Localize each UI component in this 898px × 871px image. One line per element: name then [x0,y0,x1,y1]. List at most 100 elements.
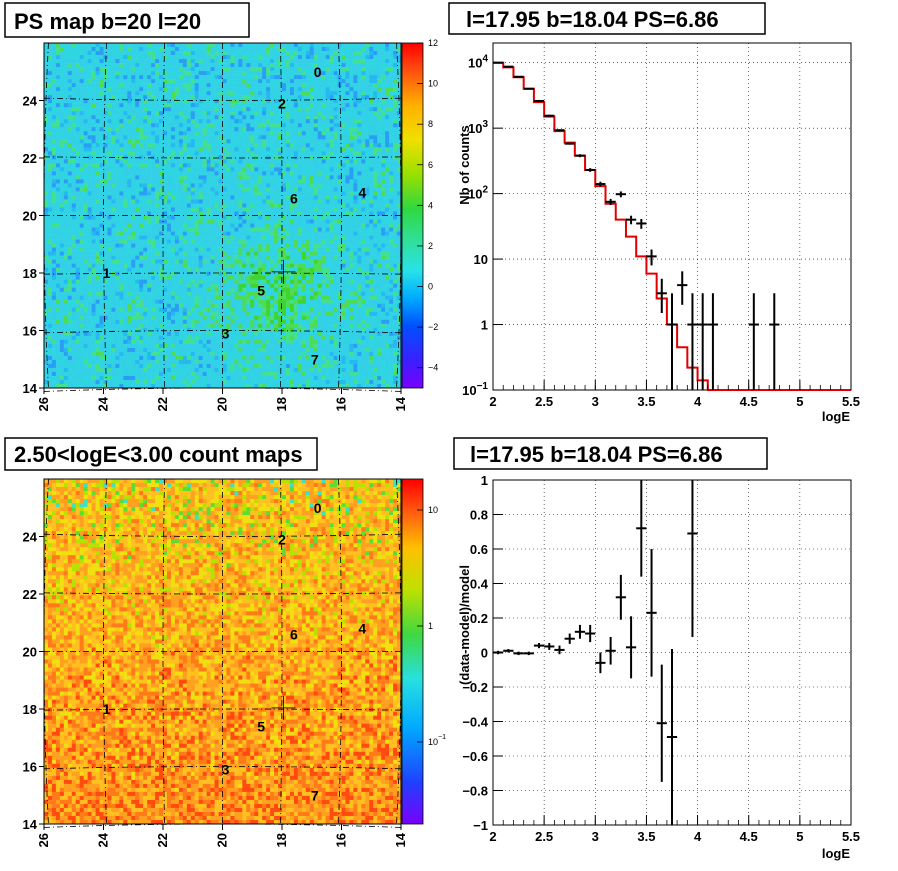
y-tick-label: 20 [23,209,37,224]
data-point [595,181,606,187]
x-tick-label: 20 [215,833,230,847]
source-label-5: 5 [257,282,265,298]
residual-point [687,480,698,637]
x-tick-label: 5 [796,394,803,409]
residual-point [544,643,555,650]
y-tick-label: 18 [23,702,37,717]
y-tick-label: −0.4 [462,715,488,730]
x-tick-label: 18 [274,397,289,411]
source-label-5: 5 [257,718,265,734]
source-label-6: 6 [290,190,298,206]
y-tick-label: 14 [23,381,38,396]
grid-parallel [43,592,402,595]
y-tick-label: 1 [481,318,488,333]
residual-point [503,649,514,653]
x-tick-label: 4.5 [740,829,758,844]
colorbar-tick-label: 10 [428,505,438,515]
y-tick-label: 16 [23,760,37,775]
count-map-title: 2.50<logE<3.00 count maps [14,442,303,467]
x-tick-label: 22 [155,397,170,411]
data-point [769,293,780,390]
spectrum-model-line [493,61,851,391]
x-tick-label: 4 [694,829,702,844]
source-label-0: 0 [314,500,322,516]
source-label-7: 7 [311,351,319,367]
spectrum-data-points [493,61,780,390]
colorbar-tick-label: 8 [428,119,433,129]
residual-point [595,652,606,674]
x-tick-label: 5.5 [842,829,860,844]
source-label-7: 7 [311,787,319,803]
y-tick-label: 20 [23,645,37,660]
data-point [605,198,616,206]
grid-parallel [43,97,402,101]
residual-point [615,574,626,620]
x-tick-label: 16 [334,833,349,847]
ps-map-y-ticks: 14 16 18 20 22 24 [23,94,44,396]
data-point [707,293,719,390]
x-tick-label: 24 [96,832,111,847]
colorbar-tick-label: 0 [428,282,433,292]
y-tick-label: 0.8 [470,508,488,523]
y-tick-label: 10−1 [462,381,488,398]
data-point [677,271,688,305]
grid-parallel [43,533,402,537]
y-tick-label: −0.8 [462,784,488,799]
ps-map-colorbar-ticks: 12 10 8 6 4 2 0 −2 −4 [417,38,438,373]
y-tick-label: 10 [474,252,488,267]
residual-title-box [453,437,768,470]
x-tick-label: 3 [592,394,599,409]
residual-point [533,643,545,649]
spectrum-x-axis-label: logE [822,409,850,424]
y-tick-label: 16 [23,324,37,339]
data-point [697,293,708,390]
source-label-3: 3 [222,761,230,777]
count-map-x-ticks: 26 24 22 20 18 16 14 [36,824,408,847]
x-tick-label: 14 [393,832,408,847]
grid-parallel [43,708,402,711]
source-label-3: 3 [222,325,230,341]
colorbar-tick-label: 10−1 [428,734,446,747]
x-tick-label: 2 [489,829,496,844]
source-label-4: 4 [358,621,366,637]
y-tick-label: 0.6 [470,542,488,557]
residual-point [646,549,657,677]
grid-parallel [43,766,402,770]
x-tick-label: 20 [215,397,230,411]
ps-map-title-box [4,2,250,38]
ps-map-panel: PS map b=20 l=20 26 24 22 20 18 16 14 14161820… [4,2,438,411]
spectrum-x-ticks: 2 2.5 3 3.5 4 4.5 5 5.5 [489,380,860,409]
count-map-y-ticks: 14 16 18 20 22 24 [23,530,44,832]
colorbar-tick-label: 6 [428,160,433,170]
x-tick-label: 2.5 [535,829,553,844]
count-map-source-labels: 0 2 6 4 1 5 3 7 [103,500,367,804]
grid-meridian [103,478,107,825]
data-point [646,249,657,266]
y-tick-label: −1 [473,818,488,833]
data-point [503,65,514,68]
y-tick-label: 0 [481,646,488,661]
x-tick-label: 2.5 [535,394,553,409]
y-tick-label: 22 [23,151,37,166]
source-label-1: 1 [103,701,111,717]
y-tick-label: 22 [23,587,37,602]
y-tick-label: 24 [23,530,38,545]
residual-y-ticks: −1 −0.8 −0.6 −0.4 −0.2 0 0.2 0.4 0.6 0.8 1 [462,473,503,833]
y-tick-label: 1 [481,473,488,488]
x-tick-label: 5.5 [842,394,860,409]
y-tick-label: 0.2 [470,611,488,626]
data-point [666,293,678,390]
x-tick-label: 3 [592,829,599,844]
residual-x-ticks: 2 2.5 3 3.5 4 4.5 5 5.5 [489,815,860,844]
y-tick-label: −0.6 [462,749,488,764]
y-tick-label: 18 [23,266,37,281]
y-tick-label: −0.2 [462,680,488,695]
x-tick-label: 26 [36,833,51,847]
y-tick-label: 0.4 [470,577,489,592]
ps-map-colorbar [401,42,424,389]
count-map-panel: 2.50<logE<3.00 count maps 26 24 22 20 18 16 14… [4,437,446,847]
residual-point [585,624,596,643]
grid-parallel [43,156,402,159]
residual-point [574,624,586,639]
